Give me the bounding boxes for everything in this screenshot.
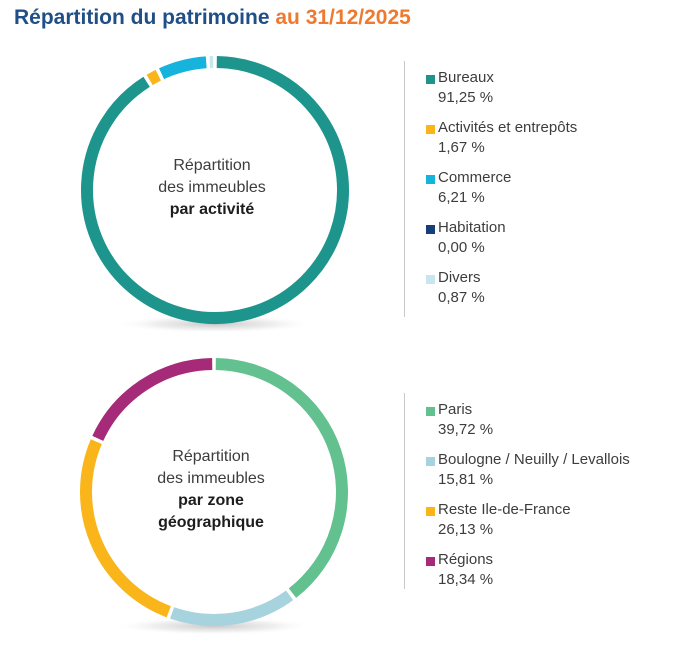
donut-slice-paris xyxy=(215,358,348,598)
donut-slice-regions xyxy=(92,358,213,441)
legend-item-bureaux: Bureaux 91,25 % xyxy=(405,69,659,119)
title-date: au 31/12/2025 xyxy=(275,6,411,29)
center-label-emphasis: géographique xyxy=(158,514,264,531)
geography-donut-chart xyxy=(80,358,348,635)
geography-legend: Paris 39,72 % Boulogne / Neuilly / Leval… xyxy=(404,393,659,589)
legend-value: 39,72 % xyxy=(438,421,494,438)
legend-swatch xyxy=(426,457,435,466)
center-label-emphasis: par activité xyxy=(169,201,255,218)
legend-value: 15,81 % xyxy=(438,471,494,488)
legend-label: Boulogne / Neuilly / Levallois xyxy=(438,451,630,468)
donut-slice-activites-et-entrepots xyxy=(146,69,162,86)
legend-swatch xyxy=(426,125,435,134)
legend-item-commerce: Commerce 6,21 % xyxy=(405,169,659,219)
donut-slice-reste-ile-de-france xyxy=(80,439,171,618)
legend-item-divers: Divers 0,87 % xyxy=(405,269,659,319)
center-label-line: des immeubles xyxy=(158,179,266,196)
geography-center-label: Répartition des immeubles par zone géogr… xyxy=(116,446,306,534)
legend-label: Activités et entrepôts xyxy=(438,119,578,136)
legend-item-boulogne-neuilly-levallois: Boulogne / Neuilly / Levallois 15,81 % xyxy=(405,451,659,501)
legend-item-paris: Paris 39,72 % xyxy=(405,401,659,451)
legend-value: 26,13 % xyxy=(438,521,494,538)
legend-swatch xyxy=(426,225,435,234)
legend-label: Paris xyxy=(438,401,473,418)
legend-value: 91,25 % xyxy=(438,89,494,106)
legend-value: 6,21 % xyxy=(438,189,485,206)
donut-slice-bureaux xyxy=(81,56,349,324)
legend-label: Bureaux xyxy=(438,69,494,86)
center-label-line: Répartition xyxy=(172,448,250,465)
activity-legend: Bureaux 91,25 % Activités et entrepôts 1… xyxy=(404,61,659,317)
legend-label: Reste Ile-de-France xyxy=(438,501,571,518)
legend-value: 0,00 % xyxy=(438,239,485,256)
page-title: Répartition du patrimoine au 31/12/2025 xyxy=(14,6,411,30)
donut-slice-boulogne-neuilly-levallois xyxy=(170,590,294,626)
legend-swatch xyxy=(426,407,435,416)
legend-swatch xyxy=(426,75,435,84)
legend-label: Habitation xyxy=(438,219,506,236)
legend-swatch xyxy=(426,507,435,516)
activity-center-label: Répartition des immeubles par activité xyxy=(117,155,307,221)
legend-item-regions: Régions 18,34 % xyxy=(405,551,659,601)
donut-slice-commerce xyxy=(159,56,207,80)
legend-label: Divers xyxy=(438,269,481,286)
title-main: Répartition du patrimoine xyxy=(14,6,270,29)
legend-item-reste-ile-de-france: Reste Ile-de-France 26,13 % xyxy=(405,501,659,551)
legend-label: Commerce xyxy=(438,169,512,186)
activity-donut-chart xyxy=(81,56,349,333)
legend-swatch xyxy=(426,275,435,284)
center-label-emphasis: par zone xyxy=(178,492,244,509)
legend-item-activites-entrepots: Activités et entrepôts 1,67 % xyxy=(405,119,659,169)
legend-swatch xyxy=(426,557,435,566)
legend-item-habitation: Habitation 0,00 % xyxy=(405,219,659,269)
legend-label: Régions xyxy=(438,551,494,568)
center-label-line: Répartition xyxy=(173,157,251,174)
legend-value: 1,67 % xyxy=(438,139,485,156)
legend-swatch xyxy=(426,175,435,184)
legend-value: 0,87 % xyxy=(438,289,485,306)
center-label-line: des immeubles xyxy=(157,470,265,487)
legend-value: 18,34 % xyxy=(438,571,494,588)
